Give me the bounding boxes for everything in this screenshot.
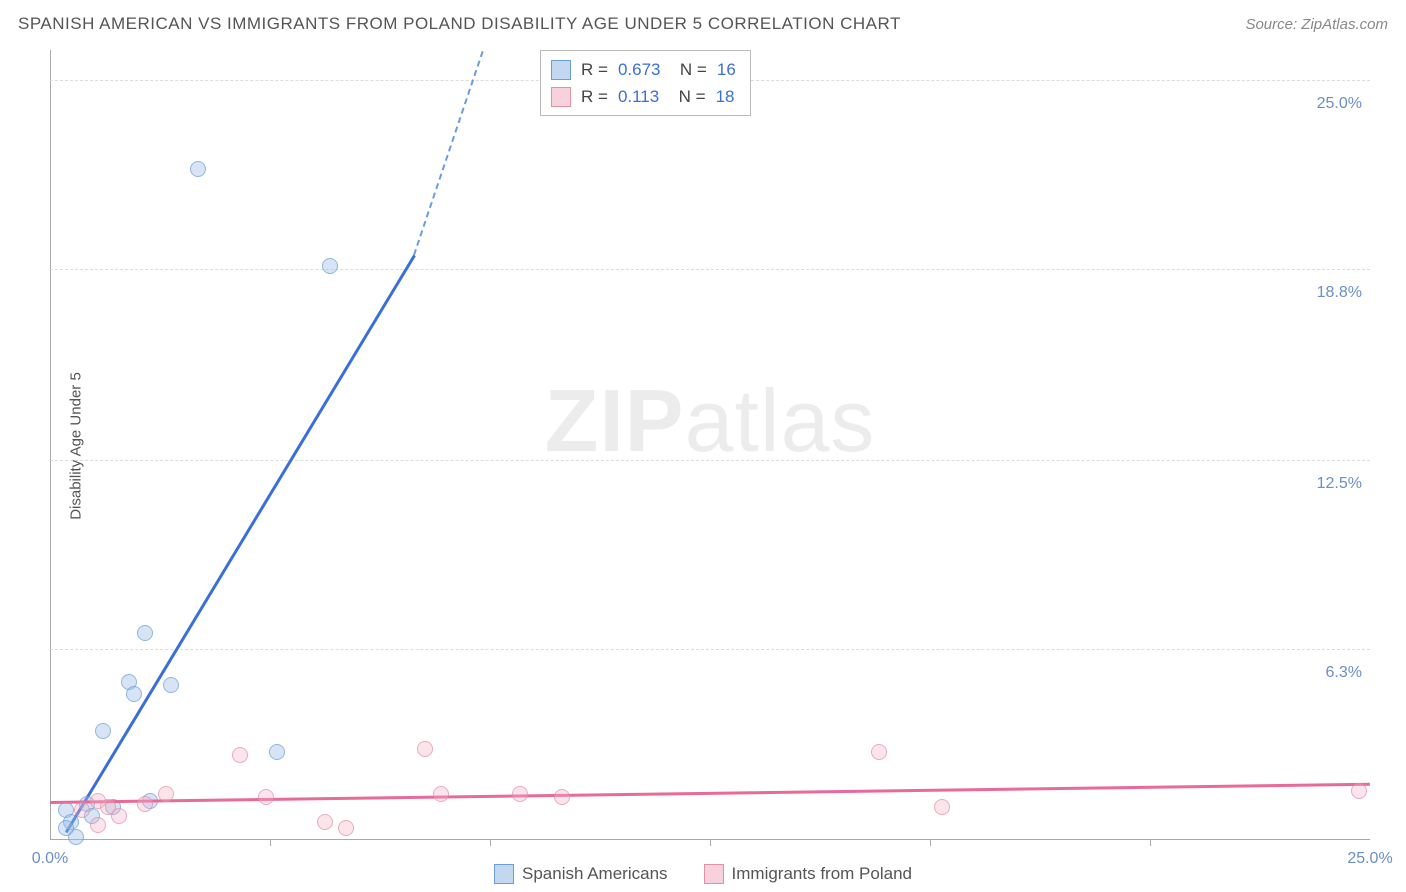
- chart-title: SPANISH AMERICAN VS IMMIGRANTS FROM POLA…: [18, 14, 901, 34]
- legend-series: Spanish Americans Immigrants from Poland: [0, 864, 1406, 884]
- legend-r-value: 0.673: [618, 56, 661, 83]
- legend-n-label: N =: [670, 56, 706, 83]
- legend-n-value: 16: [717, 56, 736, 83]
- legend-row: R = 0.673 N = 16: [551, 56, 736, 83]
- legend-series-label: Immigrants from Poland: [732, 864, 912, 884]
- legend-swatch: [551, 87, 571, 107]
- data-point: [417, 741, 433, 757]
- legend-swatch: [551, 60, 571, 80]
- data-point: [90, 817, 106, 833]
- legend-r-value: 0.113: [618, 83, 659, 110]
- x-minor-tick: [930, 840, 931, 846]
- x-minor-tick: [490, 840, 491, 846]
- chart-area: 6.3%12.5%18.8%25.0%0.0%25.0% ZIPatlas R …: [50, 50, 1370, 840]
- legend-r-label: R =: [581, 83, 608, 110]
- data-point: [1351, 783, 1367, 799]
- data-point: [338, 820, 354, 836]
- legend-row: R = 0.113 N = 18: [551, 83, 736, 110]
- data-point: [433, 786, 449, 802]
- legend-swatch: [494, 864, 514, 884]
- y-tick-label: 18.8%: [1317, 284, 1362, 302]
- chart-source: Source: ZipAtlas.com: [1245, 16, 1388, 33]
- data-point: [163, 677, 179, 693]
- legend-series-label: Spanish Americans: [522, 864, 668, 884]
- legend-series-item: Spanish Americans: [494, 864, 668, 884]
- data-point: [554, 789, 570, 805]
- data-point: [126, 686, 142, 702]
- gridline: [50, 460, 1370, 461]
- trend-line: [50, 782, 1370, 803]
- data-point: [317, 814, 333, 830]
- data-point: [58, 820, 74, 836]
- legend-series-item: Immigrants from Poland: [704, 864, 912, 884]
- data-point: [100, 799, 116, 815]
- y-tick-label: 12.5%: [1317, 475, 1362, 493]
- data-point: [322, 258, 338, 274]
- gridline: [50, 269, 1370, 270]
- data-point: [158, 786, 174, 802]
- x-minor-tick: [1150, 840, 1151, 846]
- legend-n-value: 18: [716, 83, 735, 110]
- data-point: [95, 723, 111, 739]
- data-point: [269, 744, 285, 760]
- data-point: [190, 161, 206, 177]
- gridline: [50, 649, 1370, 650]
- y-tick-label: 25.0%: [1317, 95, 1362, 113]
- y-tick-label: 6.3%: [1326, 664, 1362, 682]
- chart-header: SPANISH AMERICAN VS IMMIGRANTS FROM POLA…: [18, 14, 1388, 34]
- x-minor-tick: [270, 840, 271, 846]
- data-point: [74, 802, 90, 818]
- legend-r-label: R =: [581, 56, 608, 83]
- y-axis-line: [50, 50, 51, 840]
- data-point: [137, 625, 153, 641]
- data-point: [232, 747, 248, 763]
- data-point: [871, 744, 887, 760]
- legend-correlation: R = 0.673 N = 16 R = 0.113 N = 18: [540, 50, 751, 116]
- scatter-plot: 6.3%12.5%18.8%25.0%0.0%25.0%: [50, 50, 1370, 840]
- data-point: [512, 786, 528, 802]
- legend-n-label: N =: [669, 83, 705, 110]
- data-point: [258, 789, 274, 805]
- data-point: [934, 799, 950, 815]
- x-minor-tick: [710, 840, 711, 846]
- legend-swatch: [704, 864, 724, 884]
- data-point: [137, 796, 153, 812]
